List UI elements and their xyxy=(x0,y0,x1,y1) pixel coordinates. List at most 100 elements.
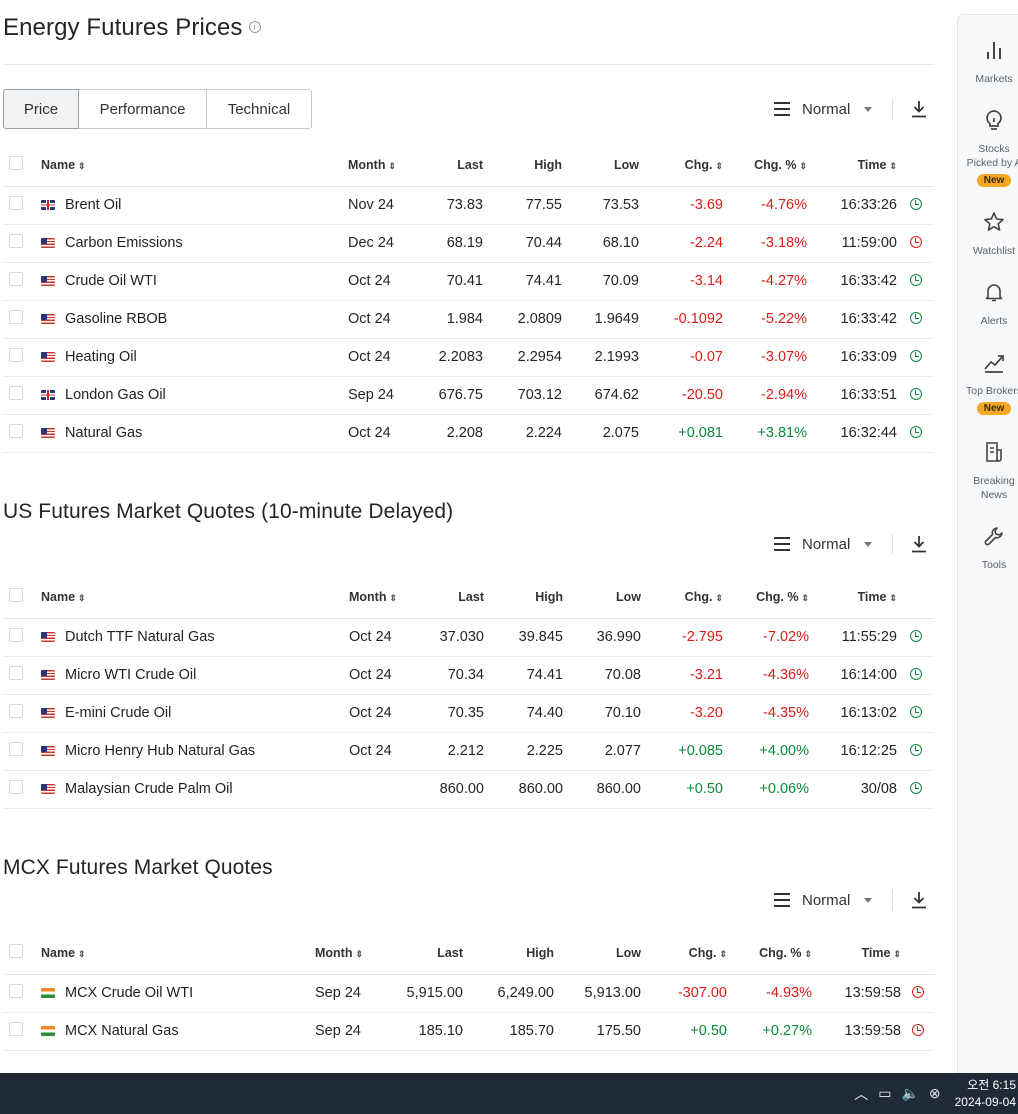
instrument-name[interactable]: Carbon Emissions xyxy=(41,224,348,263)
sidebar-item-watchlist[interactable]: Watchlist xyxy=(958,211,1018,258)
instrument-name[interactable]: Crude Oil WTI xyxy=(41,262,348,301)
sort-icon[interactable]: ⇕ xyxy=(799,160,807,171)
sort-icon[interactable]: ⇕ xyxy=(804,948,812,959)
info-icon[interactable]: i xyxy=(248,20,261,33)
column-month[interactable]: Month ⇕ xyxy=(348,144,419,187)
sort-icon[interactable]: ⇕ xyxy=(889,592,897,603)
select-all-checkbox[interactable] xyxy=(3,144,41,187)
sort-icon[interactable]: ⇕ xyxy=(715,592,723,603)
column-time[interactable]: Time ⇕ xyxy=(812,932,901,975)
row-checkbox[interactable] xyxy=(3,262,41,301)
table-row[interactable]: MCX Crude Oil WTI Sep 24 5,915.00 6,249.00 5… xyxy=(3,974,934,1013)
sort-icon[interactable]: ⇕ xyxy=(78,160,86,171)
column-name[interactable]: Name ⇕ xyxy=(41,576,349,619)
column-month[interactable]: Month ⇕ xyxy=(349,576,420,619)
close-circle-icon[interactable]: ⊗ xyxy=(928,1085,941,1101)
instrument-name[interactable]: MCX Crude Oil WTI xyxy=(41,974,315,1013)
sidebar-item-top-brokers[interactable]: Top Brokers New xyxy=(958,351,1018,416)
table-row[interactable]: Gasoline RBOB Oct 24 1.984 2.0809 1.9649 -0.1… xyxy=(3,300,934,339)
sort-icon[interactable]: ⇕ xyxy=(355,948,364,959)
table-row[interactable]: Crude Oil WTI Oct 24 70.41 74.41 70.09 -3.14-… xyxy=(3,262,934,301)
chevron-down-icon[interactable] xyxy=(864,541,873,547)
column-name[interactable]: Name ⇕ xyxy=(41,144,348,187)
tab-performance[interactable]: Performance xyxy=(79,89,207,129)
column-time[interactable]: Time ⇕ xyxy=(807,144,897,187)
column-high[interactable]: High xyxy=(483,144,562,187)
column-chg[interactable]: Chg. ⇕ xyxy=(641,932,727,975)
table-row[interactable]: Malaysian Crude Palm Oil 860.00 860.00 860.… xyxy=(3,770,934,809)
table-row[interactable]: Micro Henry Hub Natural Gas Oct 24 2.212 2.… xyxy=(3,732,934,771)
row-checkbox[interactable] xyxy=(3,770,41,809)
instrument-name[interactable]: Malaysian Crude Palm Oil xyxy=(41,770,349,809)
column-time[interactable]: Time ⇕ xyxy=(809,576,897,619)
menu-icon[interactable] xyxy=(774,537,790,551)
table-row[interactable]: Micro WTI Crude Oil Oct 24 70.34 74.41 70.08… xyxy=(3,656,934,695)
row-checkbox[interactable] xyxy=(3,376,41,415)
sort-icon[interactable]: ⇕ xyxy=(78,592,86,603)
download-icon[interactable] xyxy=(911,535,927,553)
row-checkbox[interactable] xyxy=(3,1012,41,1051)
column-last[interactable]: Last xyxy=(381,932,463,975)
download-icon[interactable] xyxy=(911,100,927,118)
sort-icon[interactable]: ⇕ xyxy=(389,592,398,603)
column-low[interactable]: Low xyxy=(563,576,641,619)
instrument-name[interactable]: MCX Natural Gas xyxy=(41,1012,315,1051)
volume-icon[interactable]: 🔈 xyxy=(901,1085,919,1101)
column-high[interactable]: High xyxy=(463,932,554,975)
row-checkbox[interactable] xyxy=(3,656,41,695)
instrument-name[interactable]: Natural Gas xyxy=(41,414,348,453)
row-checkbox[interactable] xyxy=(3,224,41,263)
row-checkbox[interactable] xyxy=(3,300,41,339)
row-checkbox[interactable] xyxy=(3,414,41,453)
instrument-name[interactable]: Gasoline RBOB xyxy=(41,300,348,339)
sort-icon[interactable]: ⇕ xyxy=(801,592,809,603)
column-last[interactable]: Last xyxy=(419,144,483,187)
sidebar-item-markets[interactable]: Markets xyxy=(958,39,1018,86)
sidebar-item-stocks-picked[interactable]: Stocks Picked by A New xyxy=(958,109,1018,188)
sort-icon[interactable]: ⇕ xyxy=(889,160,897,171)
tab-price[interactable]: Price xyxy=(3,89,79,129)
column-chg-pct[interactable]: Chg. % ⇕ xyxy=(723,576,809,619)
menu-icon[interactable] xyxy=(774,102,790,116)
tab-technical[interactable]: Technical xyxy=(207,89,312,129)
chevron-up-icon[interactable]: ︿ xyxy=(854,1085,869,1102)
table-row[interactable]: London Gas Oil Sep 24 676.75 703.12 674.62 -2… xyxy=(3,376,934,415)
row-checkbox[interactable] xyxy=(3,732,41,771)
chevron-down-icon[interactable] xyxy=(864,897,873,903)
view-select[interactable]: Normal xyxy=(802,535,851,553)
instrument-name[interactable]: E-mini Crude Oil xyxy=(41,694,349,733)
row-checkbox[interactable] xyxy=(3,974,41,1013)
network-icon[interactable]: ▭ xyxy=(878,1085,892,1101)
column-high[interactable]: High xyxy=(484,576,563,619)
column-chg-pct[interactable]: Chg. % ⇕ xyxy=(723,144,807,187)
column-low[interactable]: Low xyxy=(562,144,639,187)
sort-icon[interactable]: ⇕ xyxy=(78,948,86,959)
column-low[interactable]: Low xyxy=(554,932,641,975)
taskbar-clock[interactable]: 오전 6:15 2024-09-04 xyxy=(955,1077,1016,1111)
instrument-name[interactable]: London Gas Oil xyxy=(41,376,348,415)
instrument-name[interactable]: Brent Oil xyxy=(41,186,348,225)
select-all-checkbox[interactable] xyxy=(3,576,41,619)
sort-icon[interactable]: ⇕ xyxy=(388,160,397,171)
sort-icon[interactable]: ⇕ xyxy=(893,948,901,959)
sidebar-item-breaking-news[interactable]: Breaking News xyxy=(958,441,1018,502)
sort-icon[interactable]: ⇕ xyxy=(719,948,727,959)
instrument-name[interactable]: Micro Henry Hub Natural Gas xyxy=(41,732,349,771)
select-all-checkbox[interactable] xyxy=(3,932,41,975)
table-row[interactable]: Heating Oil Oct 24 2.2083 2.2954 2.1993 -0.07… xyxy=(3,338,934,377)
table-row[interactable]: Natural Gas Oct 24 2.208 2.224 2.075 +0.081 +3… xyxy=(3,414,934,453)
column-name[interactable]: Name ⇕ xyxy=(41,932,315,975)
view-select[interactable]: Normal xyxy=(802,891,851,909)
row-checkbox[interactable] xyxy=(3,618,41,657)
row-checkbox[interactable] xyxy=(3,186,41,225)
column-last[interactable]: Last xyxy=(420,576,484,619)
chevron-down-icon[interactable] xyxy=(864,106,873,112)
table-row[interactable]: E-mini Crude Oil Oct 24 70.35 74.40 70.10 -3.… xyxy=(3,694,934,733)
view-select[interactable]: Normal xyxy=(802,100,851,118)
sidebar-item-alerts[interactable]: Alerts xyxy=(958,281,1018,328)
table-row[interactable]: Brent Oil Nov 24 73.83 77.55 73.53 -3.69 -4.76… xyxy=(3,186,934,225)
row-checkbox[interactable] xyxy=(3,694,41,733)
instrument-name[interactable]: Heating Oil xyxy=(41,338,348,377)
table-row[interactable]: Carbon Emissions Dec 24 68.19 70.44 68.10 -2.… xyxy=(3,224,934,263)
table-row[interactable]: MCX Natural Gas Sep 24 185.10 185.70 175.50 +… xyxy=(3,1012,934,1051)
